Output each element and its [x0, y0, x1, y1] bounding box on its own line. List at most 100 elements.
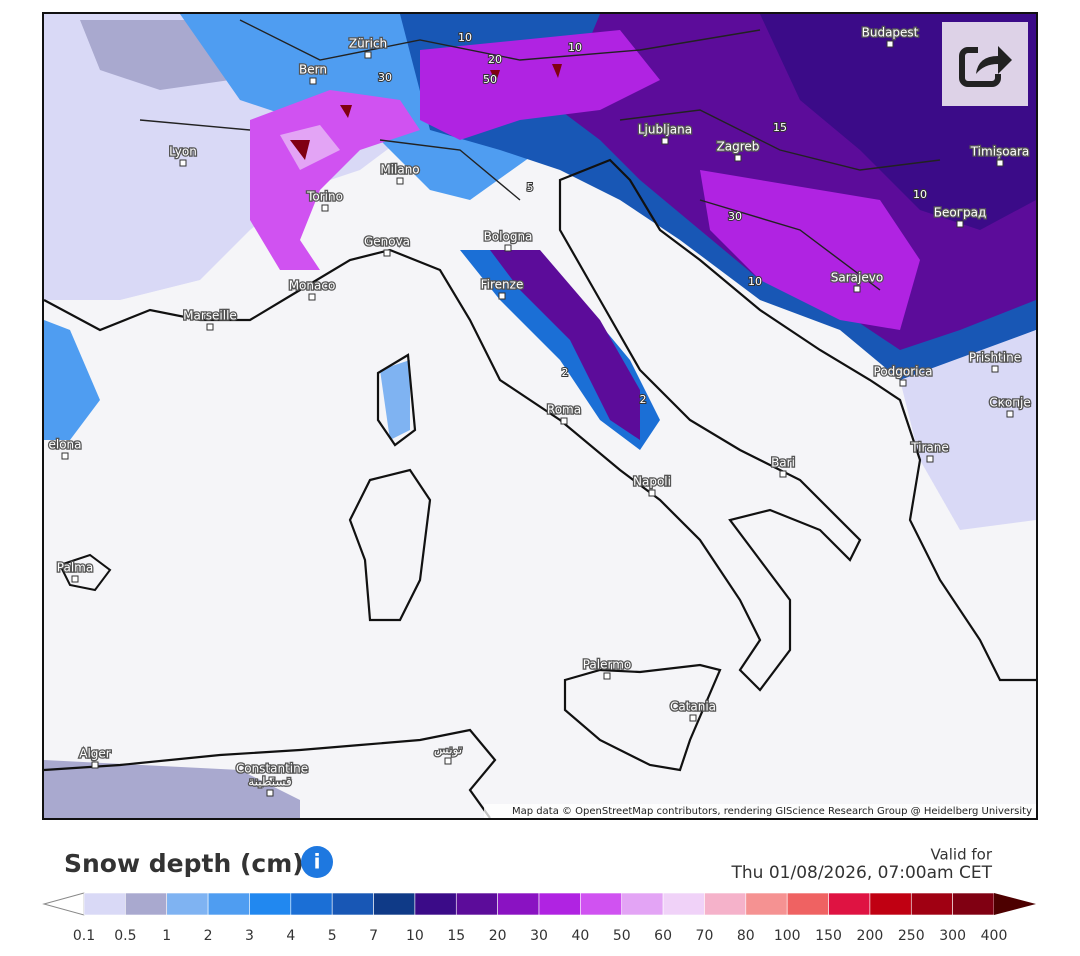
city-marker: [268, 776, 276, 784]
city-marker: [734, 154, 742, 162]
snow-apennine-purple: [490, 250, 640, 440]
colorbar-segment: [869, 892, 912, 916]
colorbar-tick-label: 80: [737, 928, 755, 944]
colorbar-tick-label: 250: [898, 928, 925, 944]
colorbar-tick-label: 200: [857, 928, 884, 944]
colorbar-segment: [373, 892, 416, 916]
city-marker: [886, 40, 894, 48]
snow-red: [290, 64, 562, 160]
city-label: Zagreb: [717, 140, 760, 154]
coastline: [44, 158, 1036, 692]
city-label: Timișoara: [970, 145, 1030, 159]
sicily: [563, 663, 722, 772]
colorbar-tick-label: 0.5: [114, 928, 136, 944]
city-marker: [321, 204, 329, 212]
city-marker: [648, 489, 656, 497]
city-label: Lyon: [169, 145, 197, 159]
city-label: Palermo: [583, 658, 632, 672]
colorbar-segment: [910, 892, 953, 916]
city-label: Tirane: [910, 441, 949, 455]
city-marker: [779, 470, 787, 478]
colorbar-segment: [207, 892, 250, 916]
city-label: Bern: [299, 63, 327, 77]
snow-spain: [44, 320, 100, 440]
city-label: Catania: [670, 700, 716, 714]
colorbar-high-arrow: [994, 893, 1036, 915]
contour-label: 2: [640, 393, 647, 406]
colorbar-tick-label: 20: [489, 928, 507, 944]
border: [139, 19, 941, 291]
legend-title: Snow depth (cm): [64, 849, 304, 878]
colorbar-tick-label: 150: [815, 928, 842, 944]
city-marker: [560, 417, 568, 425]
colorbar-segment: [704, 892, 747, 916]
info-icon[interactable]: [301, 846, 333, 878]
city-marker: [179, 159, 187, 167]
city-label: Podgorica: [874, 365, 933, 379]
colorbar-tick-label: 60: [654, 928, 672, 944]
city-label: Palma: [57, 561, 93, 575]
city-label: Milano: [380, 163, 419, 177]
contour-label: 10: [748, 275, 762, 288]
colorbar-tick-label: 50: [613, 928, 631, 944]
city-label: Bologna: [484, 230, 533, 244]
city-label: Budapest: [862, 26, 919, 40]
colorbar-tick-label: 100: [774, 928, 801, 944]
snow-albania: [900, 330, 1036, 530]
contour-label: 30: [728, 210, 742, 223]
colorbar-segment: [662, 892, 705, 916]
city-marker: [91, 761, 99, 769]
city-marker: [364, 51, 372, 59]
contour-label: 20: [488, 53, 502, 66]
contour-label: 10: [458, 31, 472, 44]
share-icon-arrow[interactable]: [976, 46, 1012, 74]
colorbar-segment: [538, 892, 581, 916]
colorbar-segment: [952, 892, 995, 916]
colorbar-tick-label: 4: [286, 928, 295, 944]
map-frame: [42, 12, 1038, 820]
colorbar-segment: [125, 892, 168, 916]
city-marker: [956, 220, 964, 228]
info-button[interactable]: i: [301, 846, 333, 878]
city-label: تونس: [434, 743, 462, 758]
city-marker: [899, 379, 907, 387]
snow-corsica: [380, 360, 410, 440]
city-label: Roma: [547, 403, 581, 417]
share-button[interactable]: [942, 22, 1028, 106]
africa-coast: [44, 728, 497, 818]
city-label: Napoli: [633, 475, 671, 489]
colorbar-segment: [455, 892, 498, 916]
corsica: [376, 353, 417, 447]
contour-label: 5: [527, 181, 534, 194]
city-marker: [926, 455, 934, 463]
colorbar-tick-label: 70: [696, 928, 714, 944]
colorbar-tick-label: 400: [981, 928, 1008, 944]
colorbar-tick-label: 3: [245, 928, 254, 944]
colorbar-segment: [331, 892, 374, 916]
city-marker: [308, 293, 316, 301]
snow-magenta: [700, 170, 920, 330]
info-icon-i[interactable]: i: [314, 850, 321, 874]
valid-time: Thu 01/08/2026, 07:00am CET: [731, 863, 993, 883]
colorbar-segment: [166, 892, 209, 916]
snow-magenta: [420, 30, 660, 140]
snow-pink-light: [280, 125, 340, 170]
share-icon[interactable]: [959, 47, 1001, 87]
colorbar-segment: [290, 892, 333, 916]
colorbar-segment: [249, 892, 292, 916]
contour-label: 2: [562, 366, 569, 379]
city-label: Monaco: [289, 279, 336, 293]
colorbar-tick-label: 5: [328, 928, 337, 944]
city-label: Sarajevo: [831, 271, 883, 285]
contour-label: 15: [773, 121, 787, 134]
colorbar-segment: [83, 892, 126, 916]
city-marker: [996, 159, 1004, 167]
city-label: Скопје: [989, 396, 1031, 410]
city-marker: [689, 714, 697, 722]
attribution: Map data © OpenStreetMap contributors, r…: [512, 806, 1032, 817]
city-marker: [853, 285, 861, 293]
snow-algeria: [44, 760, 300, 818]
colorbar-segment: [786, 892, 829, 916]
